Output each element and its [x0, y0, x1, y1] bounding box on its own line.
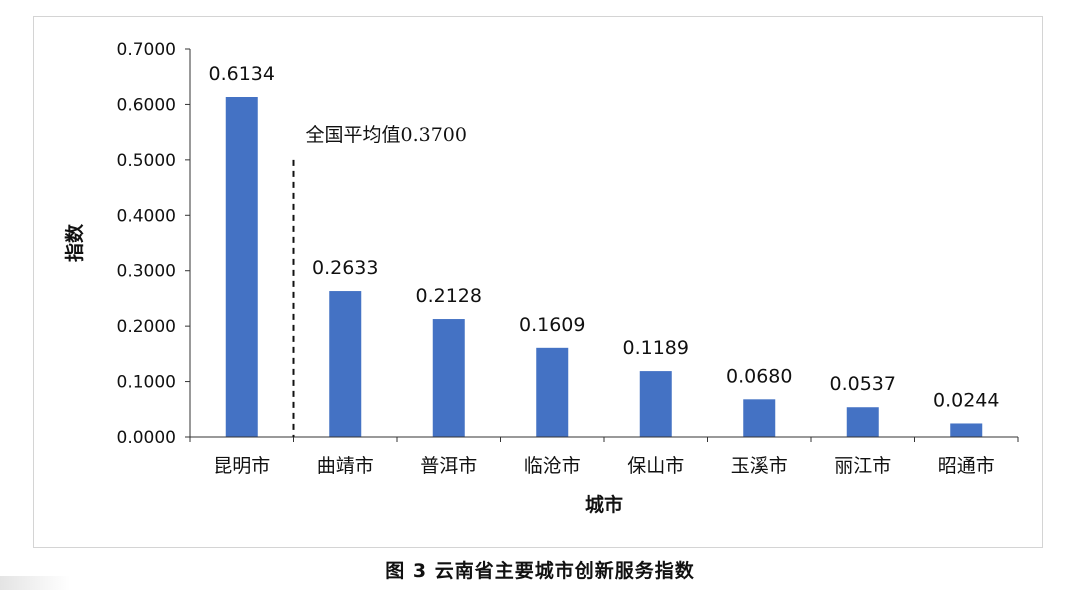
bars: [225, 97, 983, 437]
x-axis-label: 城市: [585, 493, 623, 516]
x-tick-label: 普洱市: [420, 455, 477, 477]
y-tick-label: 0.6000: [117, 95, 176, 115]
bar: [329, 291, 362, 437]
y-tick-label: 0.0000: [117, 428, 176, 448]
x-tick-label: 昆明市: [213, 455, 270, 477]
y-axis-label: 指数: [63, 223, 86, 262]
x-tick-label: 丽江市: [834, 455, 891, 477]
x-tick-label: 昭通市: [938, 455, 995, 477]
bar-value-label: 0.2128: [416, 285, 482, 307]
x-tick-label: 保山市: [627, 455, 684, 477]
figure-caption: 图 3 云南省主要城市创新服务指数: [385, 560, 695, 582]
y-tick-label: 0.5000: [117, 151, 176, 171]
x-tick-label: 曲靖市: [317, 455, 374, 477]
y-tick-label: 0.7000: [117, 40, 176, 60]
bar: [432, 319, 465, 437]
y-tick-label: 0.4000: [117, 206, 176, 226]
bar: [743, 399, 776, 437]
bar-value-label: 0.2633: [312, 257, 378, 279]
bar: [639, 371, 672, 437]
corner-shadow: [0, 576, 70, 590]
bar-value-label: 0.1609: [519, 314, 585, 336]
bar: [846, 407, 879, 437]
bar-value-label: 0.6134: [209, 63, 275, 85]
x-axis-tick-labels: 昆明市 曲靖市 普洱市 临沧市 保山市 玉溪市 丽江市 昭通市: [213, 455, 995, 477]
bar: [225, 97, 258, 437]
y-tick-label: 0.2000: [117, 317, 176, 337]
bar-value-label: 0.0537: [830, 373, 896, 395]
bar-value-label: 0.0680: [726, 365, 792, 387]
bar: [536, 347, 569, 437]
value-labels: 0.6134 0.2633 0.2128 0.1609 0.1189 0.0680 0.05…: [209, 63, 1000, 411]
bar: [950, 423, 983, 437]
national-average-annotation: 全国平均值0.3700: [306, 124, 467, 146]
bar-chart: 0.0000 0.1000 0.2000 0.3000 0.4000 0.5000 0.60…: [63, 40, 1019, 516]
bar-value-label: 0.0244: [933, 389, 999, 411]
y-tick-label: 0.3000: [117, 262, 176, 282]
y-tick-label: 0.1000: [117, 373, 176, 393]
x-tick-label: 临沧市: [524, 455, 581, 477]
y-axis-ticks: 0.0000 0.1000 0.2000 0.3000 0.4000 0.5000 0.60…: [117, 40, 1019, 448]
chart-frame: 0.0000 0.1000 0.2000 0.3000 0.4000 0.5000 0.60…: [33, 16, 1043, 548]
bar-value-label: 0.1189: [623, 337, 689, 359]
x-tick-label: 玉溪市: [731, 455, 788, 477]
